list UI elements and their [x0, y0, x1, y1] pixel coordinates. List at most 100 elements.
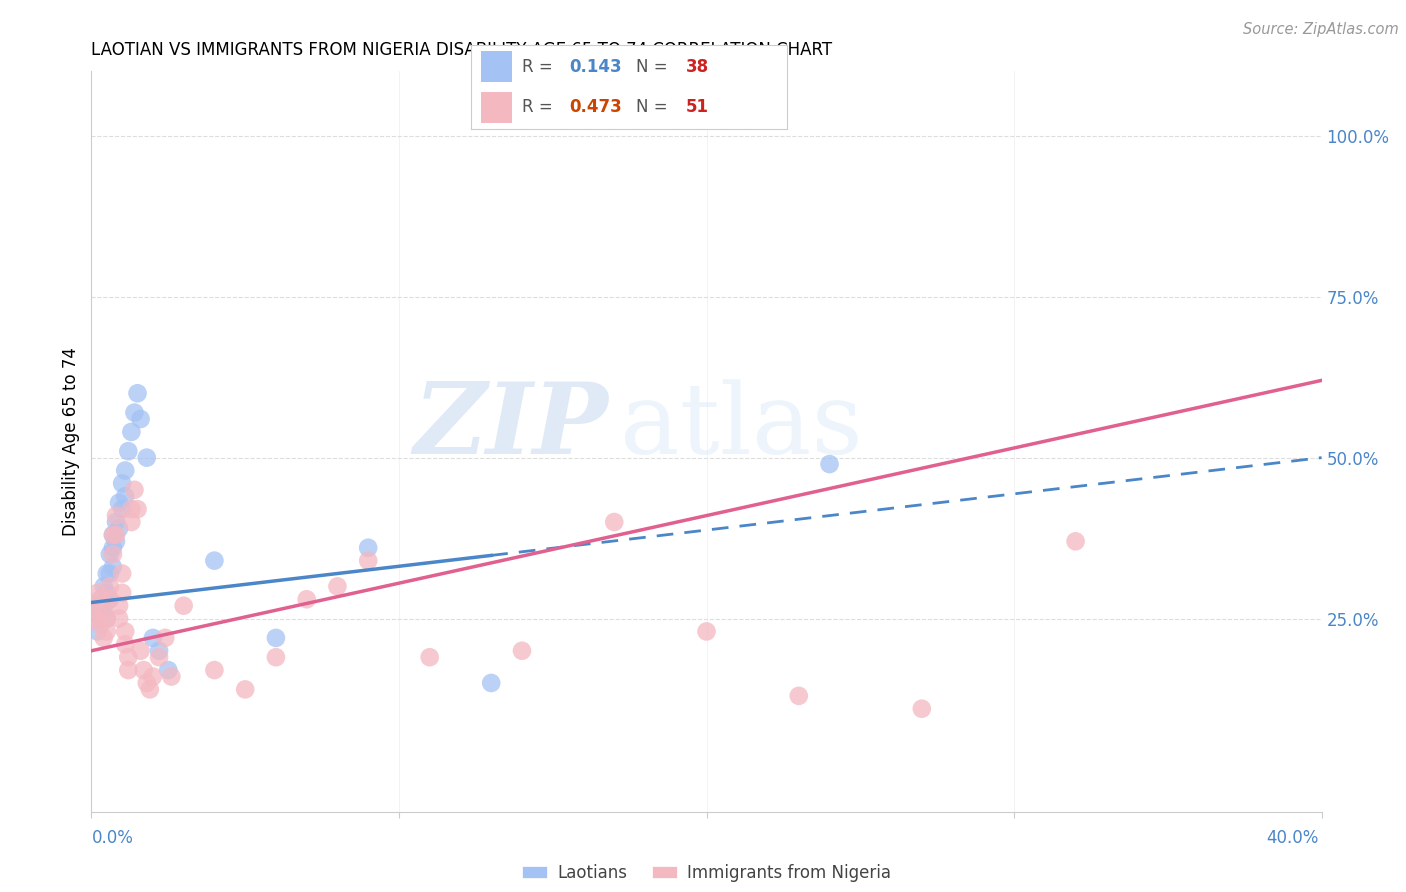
Point	[124, 483, 146, 497]
Point	[96, 611, 118, 625]
Point	[108, 496, 131, 510]
Point	[108, 611, 131, 625]
Point	[98, 566, 121, 581]
Point	[1064, 534, 1087, 549]
Point	[111, 476, 134, 491]
Point	[157, 663, 180, 677]
Text: 0.0%: 0.0%	[91, 829, 134, 847]
Point	[111, 586, 134, 600]
Point	[132, 663, 155, 677]
Point	[111, 566, 134, 581]
Point	[114, 624, 136, 639]
Point	[135, 450, 157, 465]
Point	[96, 611, 118, 625]
Point	[98, 592, 121, 607]
Point	[787, 689, 810, 703]
Point	[127, 386, 149, 401]
Point	[86, 624, 108, 639]
Point	[93, 599, 115, 613]
Point	[117, 444, 139, 458]
Point	[120, 515, 142, 529]
Point	[142, 631, 165, 645]
Text: R =: R =	[522, 58, 553, 76]
Text: R =: R =	[522, 98, 553, 116]
Point	[93, 605, 115, 619]
Point	[326, 579, 349, 593]
Point	[111, 502, 134, 516]
Legend: Laotians, Immigrants from Nigeria: Laotians, Immigrants from Nigeria	[516, 857, 897, 888]
Point	[93, 579, 115, 593]
Point	[911, 702, 934, 716]
Point	[120, 425, 142, 439]
Point	[105, 534, 127, 549]
Point	[510, 644, 533, 658]
Point	[101, 547, 124, 561]
Point	[105, 528, 127, 542]
Point	[129, 644, 152, 658]
Point	[83, 605, 105, 619]
Point	[139, 682, 162, 697]
Point	[120, 502, 142, 516]
Point	[479, 676, 502, 690]
FancyBboxPatch shape	[481, 52, 512, 82]
Point	[160, 669, 183, 683]
Point	[114, 463, 136, 477]
Text: LAOTIAN VS IMMIGRANTS FROM NIGERIA DISABILITY AGE 65 TO 74 CORRELATION CHART: LAOTIAN VS IMMIGRANTS FROM NIGERIA DISAB…	[91, 41, 832, 59]
Text: N =: N =	[636, 58, 666, 76]
Point	[108, 521, 131, 535]
Text: 0.143: 0.143	[569, 58, 621, 76]
Point	[117, 663, 139, 677]
Point	[96, 624, 118, 639]
Point	[135, 676, 157, 690]
Point	[101, 528, 124, 542]
Point	[93, 631, 115, 645]
Point	[105, 508, 127, 523]
Point	[202, 663, 225, 677]
Point	[108, 599, 131, 613]
FancyBboxPatch shape	[481, 92, 512, 122]
Point	[142, 669, 165, 683]
Point	[83, 611, 105, 625]
Point	[357, 554, 380, 568]
Point	[419, 650, 441, 665]
Point	[173, 599, 195, 613]
Point	[98, 592, 121, 607]
Point	[148, 650, 170, 665]
Point	[86, 586, 108, 600]
Point	[233, 682, 256, 697]
Text: N =: N =	[636, 98, 666, 116]
Point	[98, 547, 121, 561]
Point	[153, 631, 177, 645]
Point	[264, 631, 287, 645]
Point	[86, 611, 108, 625]
Text: ZIP: ZIP	[413, 378, 607, 475]
Point	[101, 560, 124, 574]
Point	[101, 541, 124, 555]
Point	[295, 592, 318, 607]
Point	[90, 592, 112, 607]
Point	[696, 624, 718, 639]
Point	[90, 592, 112, 607]
Point	[124, 406, 146, 420]
Text: 0.473: 0.473	[569, 98, 621, 116]
Text: atlas: atlas	[620, 379, 863, 475]
Text: 38: 38	[686, 58, 709, 76]
Text: 40.0%: 40.0%	[1267, 829, 1319, 847]
Point	[818, 457, 841, 471]
Point	[90, 618, 112, 632]
Point	[114, 489, 136, 503]
Point	[83, 599, 105, 613]
Point	[117, 650, 139, 665]
Y-axis label: Disability Age 65 to 74: Disability Age 65 to 74	[62, 347, 80, 536]
Point	[105, 515, 127, 529]
Point	[101, 528, 124, 542]
Text: 51: 51	[686, 98, 709, 116]
Point	[357, 541, 380, 555]
Point	[202, 554, 225, 568]
Point	[148, 644, 170, 658]
Point	[98, 579, 121, 593]
Point	[86, 605, 108, 619]
Point	[96, 566, 118, 581]
Point	[264, 650, 287, 665]
Point	[127, 502, 149, 516]
